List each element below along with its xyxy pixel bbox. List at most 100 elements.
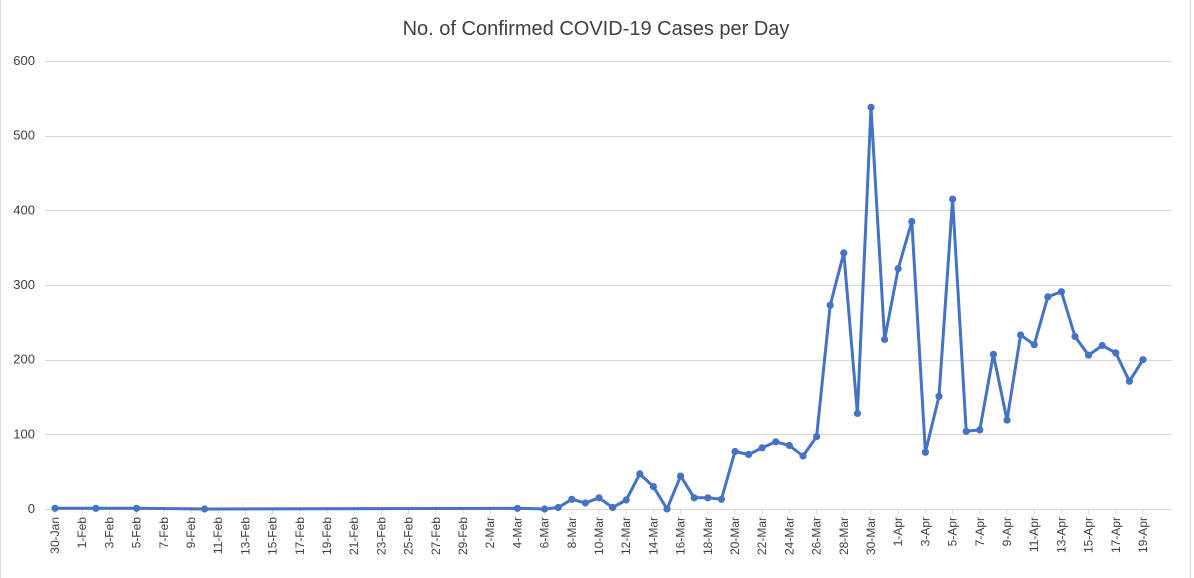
data-point — [717, 495, 726, 503]
x-tick-label: 23-Feb — [374, 517, 388, 555]
x-tick-label: 1-Feb — [75, 517, 89, 549]
x-tick-label: 12-Mar — [619, 517, 633, 555]
data-point — [1044, 293, 1052, 301]
data-point — [568, 495, 576, 503]
data-point — [772, 438, 780, 446]
data-point — [1098, 341, 1106, 350]
x-tick-label: 5-Apr — [946, 517, 960, 546]
x-tick-label: 17-Feb — [293, 517, 307, 555]
series-layer — [51, 103, 1147, 513]
x-axis-tick-labels: 30-Jan 1-Feb 3-Feb 5-Feb 7-Feb 9-Feb 11-Feb 13-… — [48, 509, 1150, 555]
x-tick-label: 29-Feb — [456, 517, 470, 555]
x-tick-label: 11-Feb — [211, 517, 225, 554]
x-tick-label: 21-Feb — [347, 517, 361, 555]
x-tick-label: 13-Feb — [238, 517, 252, 555]
x-tick-label: 2-Mar — [483, 517, 497, 548]
x-tick-label: 10-Mar — [592, 517, 606, 555]
data-point — [1071, 332, 1079, 341]
x-tick-label: 20-Mar — [728, 517, 742, 555]
x-tick-label: 15-Feb — [266, 517, 280, 555]
x-tick-label: 25-Feb — [402, 517, 416, 555]
x-tick-label: 30-Mar — [864, 517, 878, 555]
x-tick-label: 18-Mar — [701, 517, 715, 555]
data-point — [609, 503, 617, 512]
x-tick-label: 19-Feb — [320, 517, 334, 555]
data-point — [649, 483, 658, 491]
data-point — [989, 350, 998, 358]
y-tick-label: 200 — [13, 352, 35, 367]
y-tick-label: 500 — [13, 128, 35, 143]
data-point — [826, 301, 834, 309]
x-tick-label: 22-Mar — [755, 517, 769, 555]
x-tick-label: 7-Feb — [157, 517, 171, 549]
data-point — [1139, 356, 1147, 364]
y-axis-tick-labels: 0 100 200 300 400 500 600 — [13, 53, 35, 516]
data-point — [867, 103, 875, 111]
x-tick-label: 26-Mar — [810, 517, 824, 555]
x-tick-label: 6-Mar — [538, 517, 552, 548]
data-point — [1057, 288, 1065, 296]
x-tick-label: 7-Apr — [973, 517, 987, 546]
data-point — [663, 505, 671, 513]
data-point — [581, 499, 590, 507]
data-point — [51, 504, 59, 512]
data-point — [962, 427, 970, 435]
x-tick-label: 24-Mar — [782, 517, 796, 555]
data-point — [92, 504, 100, 512]
x-tick-label: 3-Apr — [918, 517, 932, 546]
x-tick-label: 3-Feb — [102, 517, 116, 549]
x-tick-label: 19-Apr — [1136, 517, 1150, 553]
x-tick-label: 11-Apr — [1027, 517, 1041, 552]
data-point — [758, 444, 766, 452]
y-tick-label: 100 — [13, 426, 35, 441]
data-point — [799, 452, 807, 460]
data-point — [622, 496, 630, 504]
x-tick-label: 8-Mar — [565, 517, 579, 548]
data-point — [935, 392, 943, 400]
y-tick-label: 600 — [13, 53, 35, 68]
data-point — [677, 472, 685, 480]
series-line — [53, 105, 1145, 511]
x-tick-label: 13-Apr — [1054, 517, 1068, 553]
data-point — [745, 450, 753, 459]
data-point — [133, 504, 141, 512]
data-point — [595, 494, 603, 502]
data-point — [636, 470, 644, 478]
x-tick-label: 17-Apr — [1109, 517, 1123, 553]
data-point — [840, 249, 848, 257]
data-point — [813, 433, 821, 441]
data-point — [704, 494, 712, 502]
data-point — [513, 504, 522, 512]
data-point — [1017, 331, 1025, 339]
data-point — [894, 265, 902, 273]
y-tick-label: 400 — [13, 202, 35, 217]
data-point — [731, 447, 739, 456]
x-tick-label: 15-Apr — [1082, 517, 1096, 553]
x-tick-label: 4-Mar — [510, 517, 524, 548]
data-point — [1030, 341, 1038, 349]
data-point — [541, 505, 549, 513]
data-point — [976, 426, 984, 434]
chart-title: No. of Confirmed COVID-19 Cases per Day — [403, 18, 790, 40]
data-point — [201, 505, 209, 513]
x-tick-label: 14-Mar — [646, 517, 660, 555]
data-point — [908, 217, 916, 226]
x-tick-label: 9-Apr — [1000, 517, 1014, 546]
y-tick-label: 300 — [13, 277, 35, 292]
data-point — [1125, 377, 1133, 385]
data-point — [785, 441, 794, 450]
x-tick-label: 16-Mar — [674, 517, 688, 555]
data-point — [1085, 351, 1093, 359]
x-tick-label: 27-Feb — [429, 517, 443, 555]
y-tick-label: 0 — [28, 501, 35, 516]
data-point — [881, 335, 889, 344]
x-tick-label: 30-Jan — [48, 517, 62, 554]
x-tick-label: 9-Feb — [184, 517, 198, 549]
gridlines — [45, 61, 1172, 510]
x-tick-label: 1-Apr — [891, 517, 905, 546]
data-point — [1003, 416, 1011, 424]
data-point — [554, 503, 562, 512]
data-point — [853, 409, 862, 417]
data-point — [1112, 349, 1120, 357]
